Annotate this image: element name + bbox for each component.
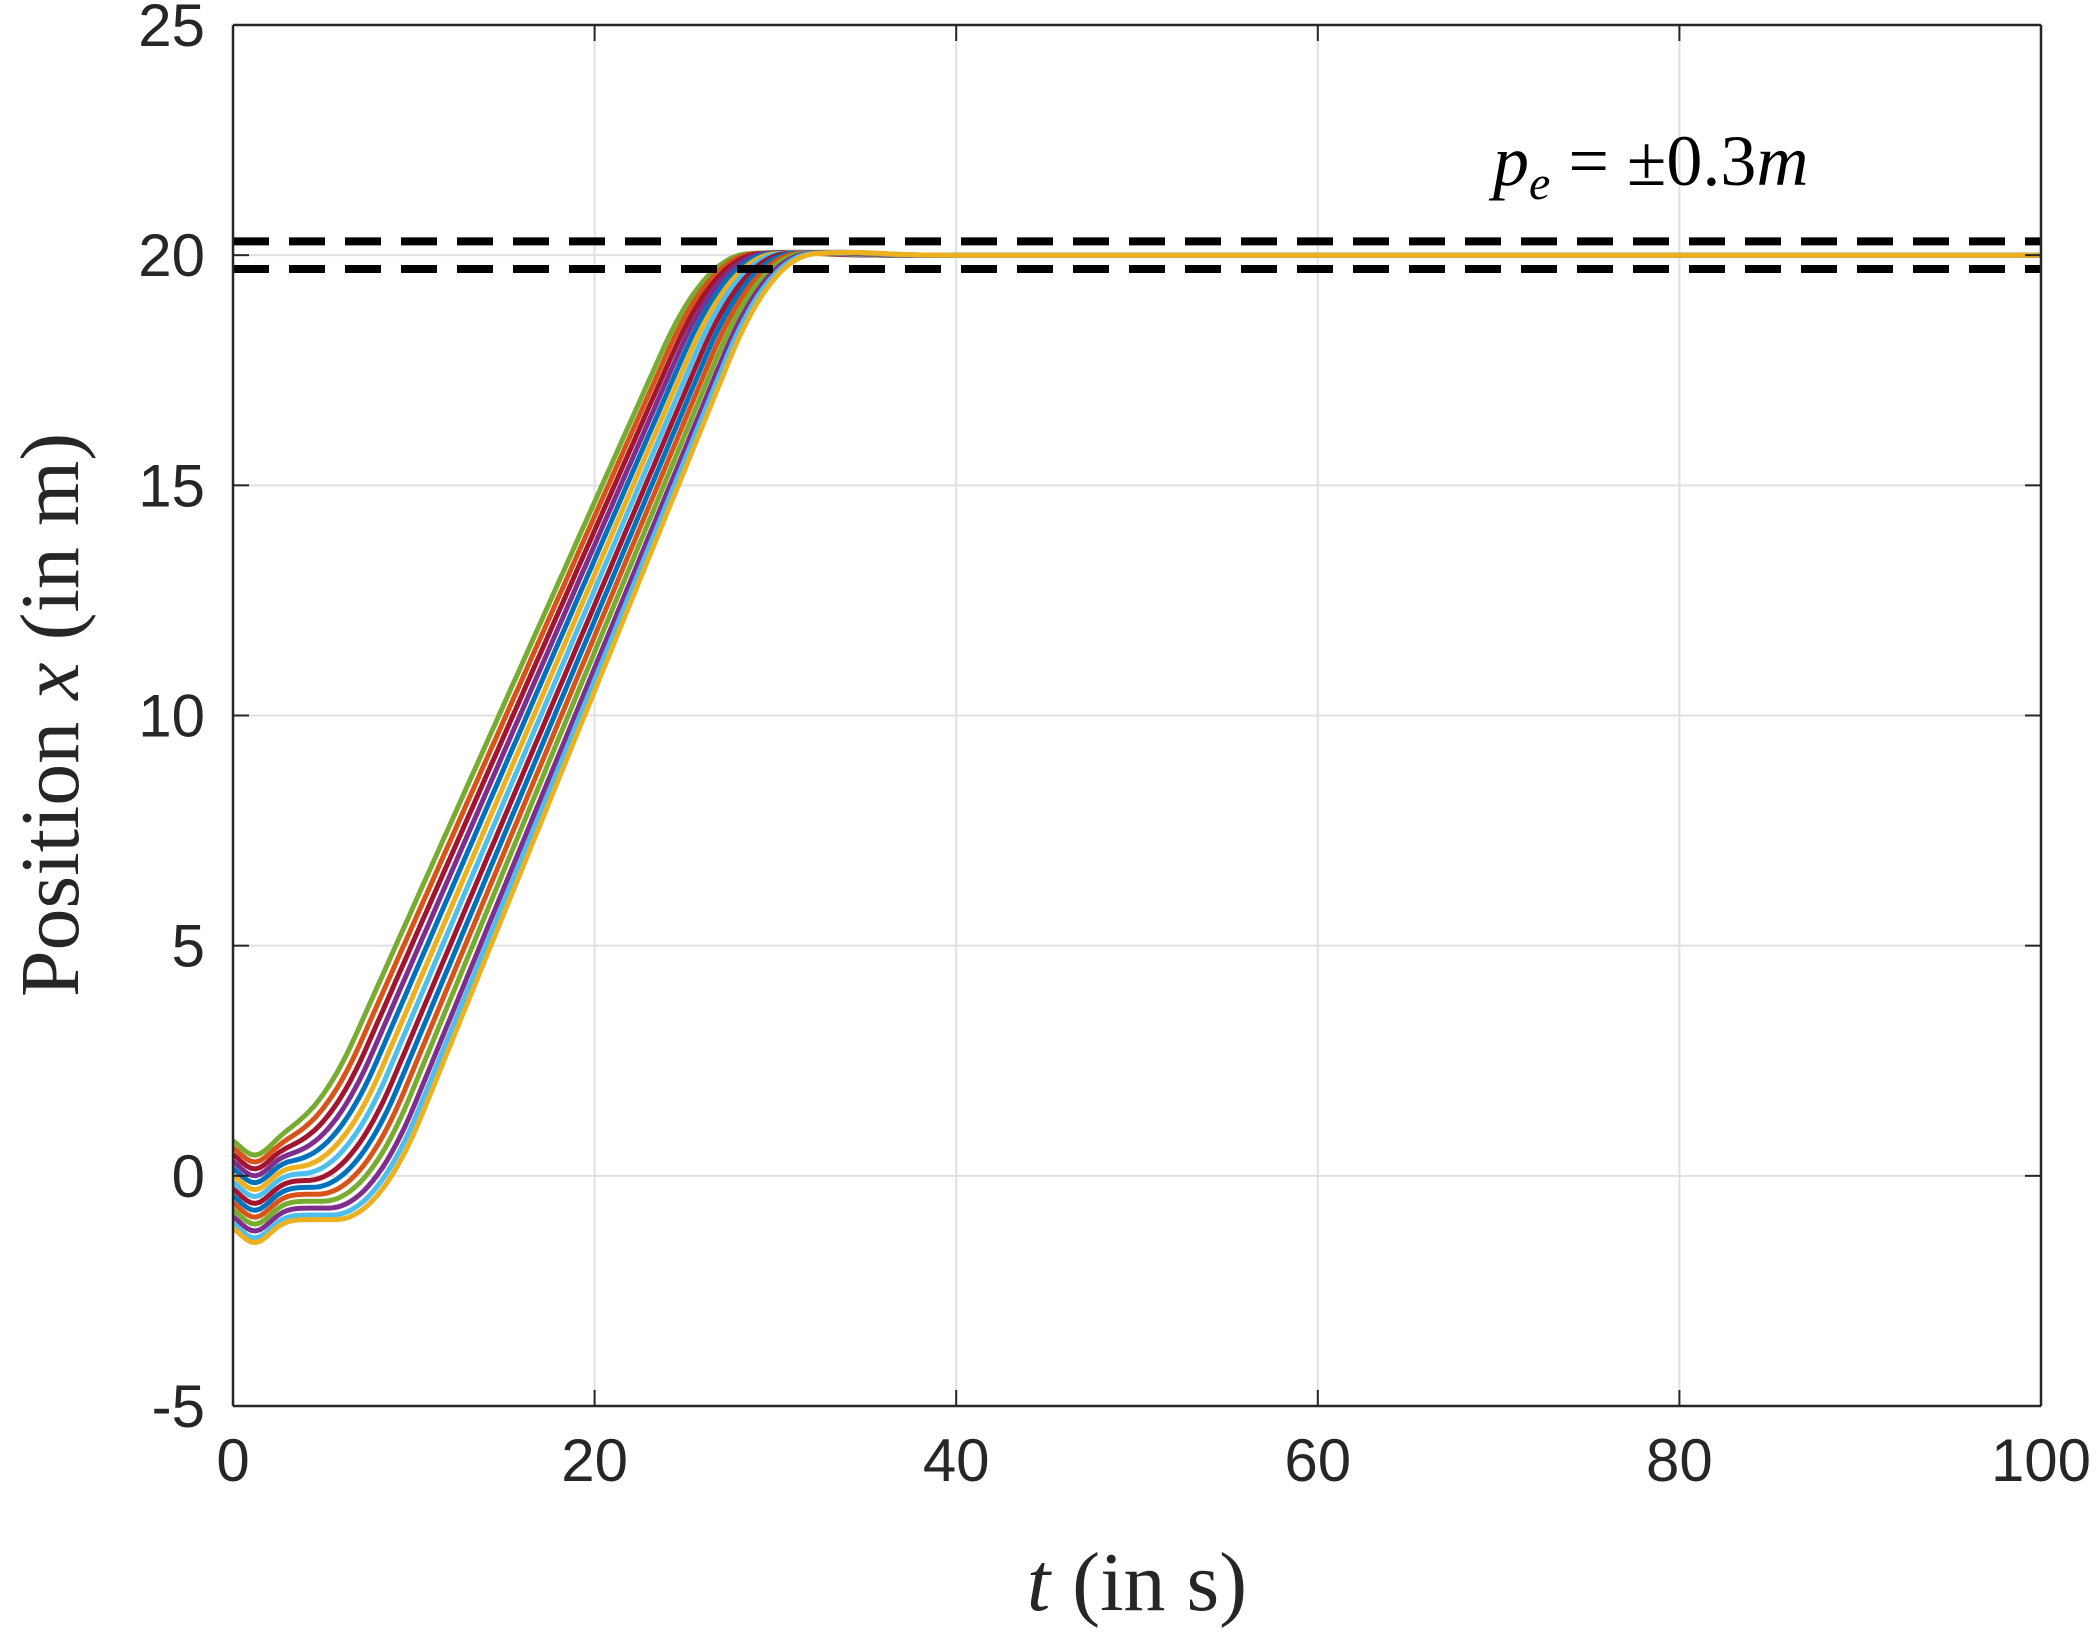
- annotation-equation: = ±0.3: [1550, 121, 1756, 201]
- x-tick-labels: 0 20 40 60 80 100: [216, 1427, 2091, 1494]
- y-tick-label: 15: [138, 452, 205, 519]
- x-axis-label: t (in s): [1027, 1536, 1247, 1629]
- annotation-subscript: e: [1529, 157, 1550, 210]
- x-tick-label: 0: [216, 1427, 249, 1494]
- x-tick-label: 100: [1991, 1427, 2091, 1494]
- y-tick-labels: -5 0 5 10 15 20 25: [138, 0, 205, 1440]
- x-tick-label: 20: [561, 1427, 628, 1494]
- y-axis-unit: (in m): [4, 433, 97, 641]
- y-axis-label: Position x (in m): [4, 433, 97, 997]
- tolerance-bounds: [233, 237, 2041, 273]
- x-tick-label: 60: [1284, 1427, 1351, 1494]
- x-axis-var: t: [1027, 1536, 1053, 1629]
- axes: [231, 23, 2043, 1408]
- y-tick-label: 5: [172, 913, 205, 980]
- annotation-p: p: [1488, 121, 1529, 201]
- series-lines: [231, 249, 2041, 1245]
- y-axis-var: x: [4, 662, 97, 701]
- y-tick-label: 20: [138, 222, 205, 289]
- tolerance-annotation: pe = ±0.3m: [1488, 121, 1808, 210]
- y-tick-label: -5: [152, 1373, 205, 1440]
- y-tick-label: 10: [138, 683, 205, 750]
- y-tick-label: 0: [172, 1143, 205, 1210]
- y-tick-label: 25: [138, 0, 205, 59]
- y-axis-prefix: Position: [4, 722, 97, 997]
- x-tick-label: 40: [923, 1427, 990, 1494]
- x-axis-unit: (in s): [1072, 1536, 1247, 1629]
- annotation-unit: m: [1756, 121, 1808, 201]
- series-line: [231, 249, 2041, 1245]
- x-tick-label: 80: [1646, 1427, 1713, 1494]
